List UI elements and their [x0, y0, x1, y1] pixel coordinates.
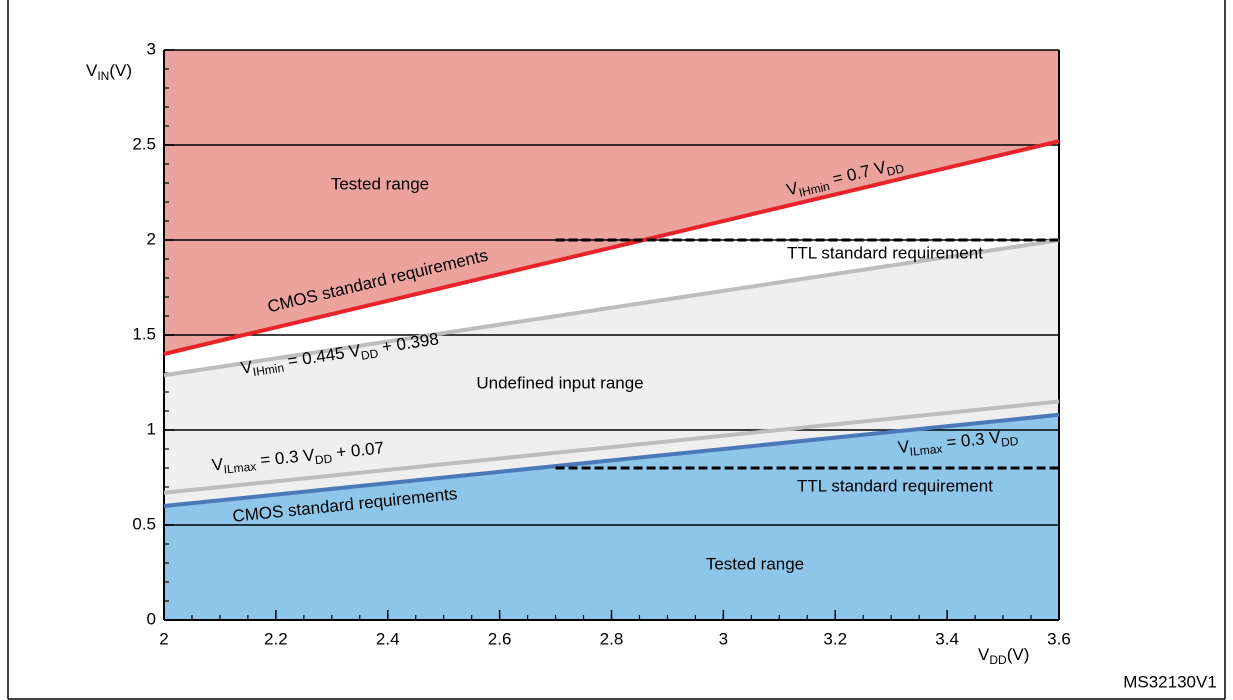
annotation: MS32130V1: [1123, 672, 1217, 691]
text-part: DD: [314, 452, 333, 468]
text-part: ILmax: [223, 459, 257, 476]
line: [163, 399, 1060, 495]
text-part: (V): [1007, 645, 1030, 664]
text-part: (V): [109, 61, 132, 80]
x-tick-label: 3.2: [823, 629, 847, 648]
y-tick-label: 3: [147, 39, 156, 58]
text-part: V: [785, 179, 801, 200]
y-tick-label: 1.5: [132, 324, 156, 343]
region: [164, 50, 1059, 354]
text-part: V: [240, 358, 255, 379]
x-tick-label: 2: [159, 629, 168, 648]
x-tick-label: 2.4: [376, 629, 400, 648]
x-tick-label: 2.6: [488, 629, 512, 648]
annotation: Tested range: [331, 174, 429, 193]
annotation: TTL standard requirement: [787, 243, 983, 262]
text-part: V: [978, 645, 990, 664]
text-part: V: [897, 437, 911, 457]
text-part: DD: [989, 653, 1007, 667]
x-tick-label: 2.8: [600, 629, 624, 648]
text-part: DD: [1000, 434, 1019, 450]
x-tick-label: 3: [719, 629, 728, 648]
annotation: TTL standard requirement: [797, 476, 993, 495]
y-tick-label: 2: [147, 229, 156, 248]
x-tick-label: 2.2: [264, 629, 288, 648]
annotation: Undefined input range: [476, 373, 643, 392]
x-axis-label: VDD(V): [978, 645, 1029, 667]
text-part: ILmax: [909, 442, 943, 459]
text-part: IHmin: [252, 361, 285, 380]
region: [164, 414, 1059, 620]
line: [163, 412, 1060, 508]
text-part: DD: [360, 346, 380, 362]
x-tick-label: 3.4: [935, 629, 959, 648]
text-part: V: [86, 61, 98, 80]
line: [163, 238, 1060, 378]
text-part: V: [211, 455, 225, 475]
y-tick-label: 0.5: [132, 514, 156, 533]
text-part: IN: [97, 69, 109, 83]
y-tick-label: 0: [147, 609, 156, 628]
text-part: DD: [885, 161, 905, 179]
annotation: Tested range: [706, 554, 804, 573]
y-axis-label: VIN(V): [86, 61, 132, 83]
x-tick-label: 3.6: [1047, 629, 1071, 648]
y-tick-label: 2.5: [132, 134, 156, 153]
line: [163, 139, 1060, 356]
y-tick-label: 1: [147, 419, 156, 438]
